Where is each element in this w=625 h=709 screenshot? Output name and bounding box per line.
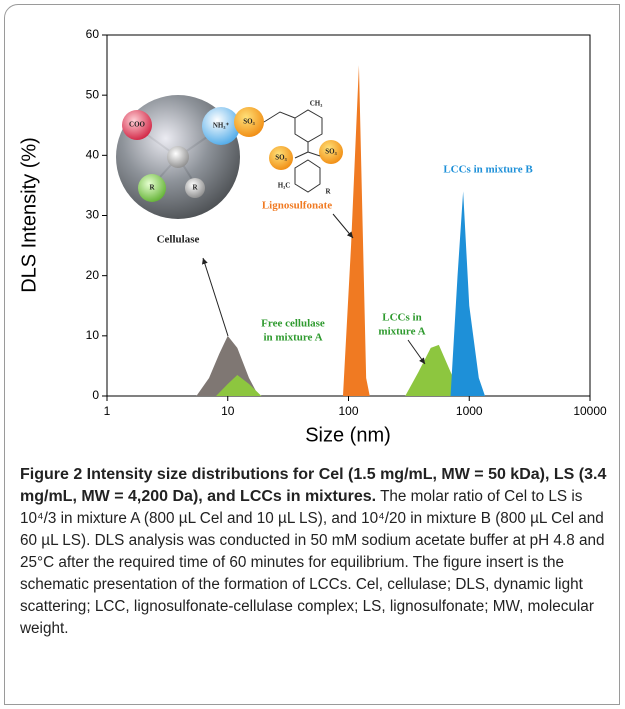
y-tick-label: 30 [86, 208, 100, 222]
insert-label: CH₃ [310, 100, 323, 108]
arrow [203, 258, 228, 336]
area [451, 191, 485, 396]
x-tick-label: 10000 [573, 404, 607, 418]
insert-label: SO₃ [243, 118, 254, 126]
insert-label: SO₃ [275, 154, 286, 162]
y-axis-label: DLS Intensity (%) [18, 137, 40, 293]
x-tick-label: 1 [104, 404, 111, 418]
insert-label: H₃C [278, 182, 291, 190]
insert-label: COO [129, 121, 146, 129]
annotation: LCCs in [382, 312, 421, 324]
insert-label: NH₃⁺ [213, 122, 230, 130]
annotation: Cellulase [157, 234, 200, 246]
annotation: in mixture A [263, 332, 322, 344]
x-tick-label: 100 [338, 404, 358, 418]
annotation: mixture A [378, 326, 425, 338]
x-tick-label: 10 [221, 404, 235, 418]
y-tick-label: 10 [86, 328, 100, 342]
annotation: Free cellulase [261, 318, 325, 330]
caption: Figure 2 Intensity size distributions fo… [20, 464, 608, 640]
x-axis-label: Size (nm) [305, 424, 391, 446]
y-tick-label: 0 [92, 388, 99, 402]
y-tick-label: 20 [86, 268, 100, 282]
caption-text: The molar ratio of Cel to LS is 10⁴/3 in… [20, 488, 604, 637]
arrow [333, 214, 353, 238]
y-tick-label: 50 [86, 87, 100, 101]
y-tick-label: 40 [86, 148, 100, 162]
annotation: LCCs in mixture B [443, 164, 533, 176]
insert-label: SO₃ [325, 148, 336, 156]
x-tick-label: 1000 [456, 404, 483, 418]
insert-label: R [325, 188, 331, 196]
y-tick-label: 60 [86, 27, 100, 41]
annotation: Lignosulfonate [262, 200, 332, 212]
arrow [408, 340, 425, 364]
